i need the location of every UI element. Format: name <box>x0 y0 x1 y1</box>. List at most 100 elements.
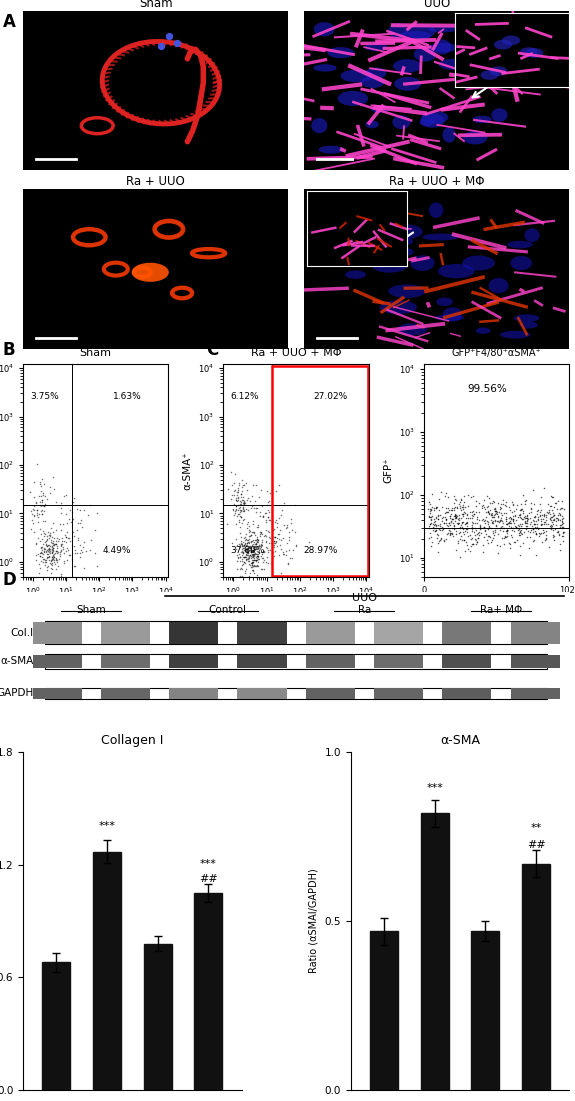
Point <box>75 514 84 532</box>
Point <box>426 500 435 517</box>
Point <box>469 488 478 505</box>
Point <box>240 542 249 559</box>
Point <box>472 521 481 538</box>
Point <box>231 500 240 517</box>
Point <box>435 531 444 548</box>
Point <box>243 501 252 519</box>
Point <box>514 506 523 524</box>
Point <box>247 524 256 542</box>
Point <box>242 534 251 552</box>
Point <box>555 506 565 524</box>
Point <box>270 528 279 546</box>
Point <box>240 565 250 582</box>
Point <box>240 534 250 552</box>
Point <box>252 532 262 549</box>
Point <box>529 515 538 533</box>
Point <box>251 557 260 575</box>
Point <box>36 533 45 550</box>
Point <box>85 497 94 514</box>
Point <box>248 538 258 556</box>
Point <box>52 550 61 568</box>
Point <box>236 524 245 542</box>
Point <box>504 509 513 526</box>
Point <box>282 516 292 534</box>
Point <box>512 531 521 548</box>
Point <box>62 538 71 556</box>
Point <box>57 536 66 554</box>
Point <box>232 539 241 557</box>
Point <box>432 525 442 543</box>
Point <box>496 519 505 536</box>
Point <box>523 510 532 527</box>
Point <box>250 524 259 542</box>
Point <box>507 493 516 511</box>
Point <box>247 542 256 559</box>
Point <box>450 487 459 504</box>
Point <box>48 523 58 541</box>
Point <box>540 523 549 541</box>
Point <box>447 525 457 543</box>
Point <box>286 549 295 567</box>
Point <box>507 519 516 536</box>
Point <box>439 531 448 548</box>
Point <box>243 549 252 567</box>
Point <box>475 516 484 534</box>
Ellipse shape <box>365 67 386 79</box>
Point <box>449 516 458 534</box>
Point <box>262 553 271 570</box>
Point <box>530 515 539 533</box>
Point <box>236 567 245 585</box>
Point <box>62 528 71 546</box>
Point <box>462 509 471 526</box>
Point <box>434 533 443 550</box>
Point <box>549 512 558 530</box>
Point <box>451 525 460 543</box>
Point <box>233 506 242 524</box>
Point <box>47 544 56 562</box>
Point <box>551 494 560 512</box>
Point <box>248 476 257 493</box>
Point <box>510 506 519 524</box>
Point <box>246 542 255 559</box>
Point <box>259 560 269 578</box>
Point <box>500 497 509 514</box>
Point <box>40 543 49 560</box>
Point <box>492 517 501 535</box>
Point <box>476 519 485 536</box>
Point <box>92 557 101 575</box>
Point <box>247 533 256 550</box>
Point <box>549 506 558 524</box>
Point <box>242 546 251 564</box>
Point <box>248 548 257 566</box>
Point <box>439 514 448 532</box>
Point <box>451 505 460 523</box>
Point <box>499 504 508 522</box>
Point <box>485 504 494 522</box>
Point <box>241 548 250 566</box>
Point <box>537 515 546 533</box>
Point <box>494 525 503 543</box>
Point <box>270 528 279 546</box>
Point <box>38 505 47 523</box>
Point <box>250 545 259 563</box>
Point <box>77 544 86 562</box>
Point <box>43 527 52 545</box>
Point <box>427 509 436 526</box>
Point <box>496 504 505 522</box>
Bar <box>237 622 286 644</box>
Point <box>432 500 441 517</box>
Ellipse shape <box>428 43 457 53</box>
Point <box>246 556 255 574</box>
Point <box>241 542 250 559</box>
Point <box>262 497 271 514</box>
Point <box>243 536 252 554</box>
Point <box>433 510 442 527</box>
Point <box>237 536 246 554</box>
Bar <box>169 655 218 668</box>
Point <box>267 494 277 512</box>
Point <box>502 521 511 538</box>
Point <box>458 513 467 531</box>
Bar <box>33 622 82 644</box>
Point <box>238 559 247 577</box>
Point <box>536 510 546 527</box>
